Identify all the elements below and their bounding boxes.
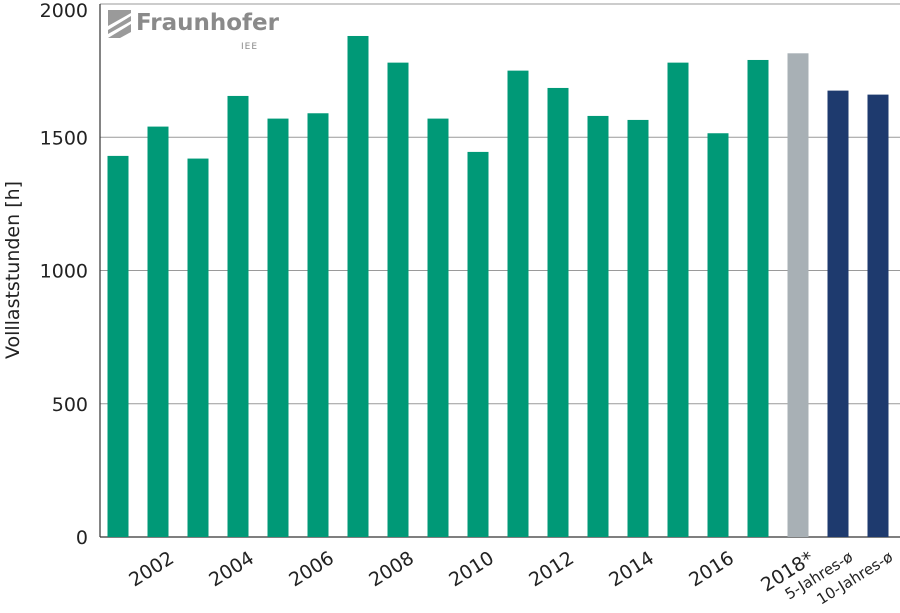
bar [867,94,889,538]
bar [587,115,609,538]
x-tick-label: 2014 [605,547,658,591]
bar [307,113,329,537]
bar [387,62,409,537]
y-axis-label: Volllaststunden [h] [2,181,24,359]
bar [707,133,729,537]
fraunhofer-logo: Fraunhofer IEE [108,10,280,52]
bar [667,62,689,537]
y-tick-label: 0 [76,527,88,549]
bar [507,70,529,537]
y-tick-label: 2000 [40,0,88,22]
bar [347,35,369,537]
bar [747,59,769,538]
y-tick-labels: 0 500 1000 1500 2000 [40,0,88,549]
bar [467,151,489,537]
logo-sub: IEE [241,42,258,52]
bar [547,87,569,537]
bar [627,119,649,538]
bar [227,95,249,537]
bar [827,90,849,538]
y-tick-label: 1000 [40,261,88,283]
fraunhofer-logo-icon [108,10,131,38]
x-tick-label: 2002 [125,547,178,591]
x-tick-label: 2016 [685,547,738,591]
x-tick-labels: 2002 2004 2006 2008 2010 2012 2014 2016 2018*5-J… [125,547,896,608]
y-tick-label: 500 [52,394,88,416]
x-tick-label: 2008 [365,547,418,591]
bar [427,118,449,537]
x-tick-label: 2004 [205,547,258,591]
logo-name: Fraunhofer [136,10,280,36]
bar [267,118,289,537]
y-tick-label: 1500 [40,127,88,149]
bar [187,158,209,537]
bars [107,35,889,538]
x-tick-label: 2006 [285,547,338,591]
x-tick-label: 2012 [525,547,578,591]
x-tick-label: 2010 [445,547,498,591]
bar [107,155,129,537]
bar [787,53,809,538]
gridlines [100,3,900,538]
bar [147,126,169,537]
